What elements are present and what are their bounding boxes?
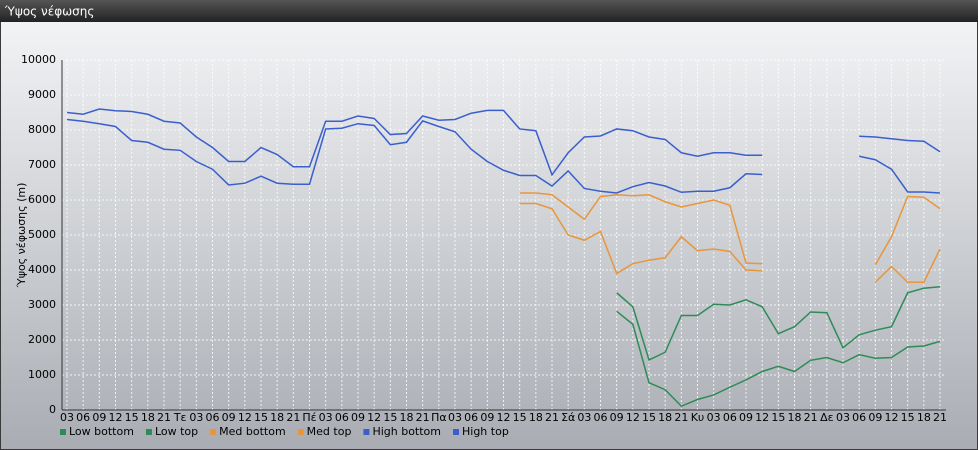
x-tick-label: 09 [868,411,882,424]
x-tick-label: Σά [561,411,575,424]
x-tick-label: 12 [626,411,640,424]
x-tick-label: 15 [901,411,915,424]
x-tick-label: 21 [286,411,300,424]
x-tick-label: 21 [416,411,430,424]
y-tick-label: 2000 [28,333,56,346]
line-series [616,286,941,362]
x-tick-label: 12 [885,411,899,424]
x-tick-label: Πα [431,411,447,424]
legend-swatch [60,429,66,435]
x-tick-label: 03 [577,411,591,424]
x-tick-label: 03 [60,411,74,424]
x-tick-label: 12 [755,411,769,424]
x-tick-label: 06 [206,411,220,424]
legend-swatch [363,429,370,435]
y-tick-label: 1000 [28,368,56,381]
x-tick-label: Δε [820,411,834,424]
x-tick-label: 06 [76,411,90,424]
y-tick-label: 4000 [28,263,56,276]
x-tick-label: 09 [351,411,365,424]
x-tick-label: 15 [771,411,785,424]
x-tick-label: 03 [707,411,721,424]
x-tick-label: 09 [610,411,624,424]
y-tick-label: 6000 [28,193,56,206]
x-tick-label: 18 [917,411,931,424]
x-tick-label: 15 [125,411,139,424]
legend-label: Med top [307,425,352,438]
line-series [66,118,941,194]
x-tick-label: 12 [367,411,381,424]
legend-label: Low bottom [69,425,134,438]
x-tick-label: 21 [674,411,688,424]
x-tick-label: 12 [238,411,252,424]
legend-swatch [453,429,459,435]
legend-swatch [297,429,304,435]
y-tick-label: 8000 [28,123,56,136]
legend-label: Med bottom [219,425,286,438]
x-tick-label: 06 [594,411,608,424]
y-tick-label: 9000 [28,88,56,101]
x-tick-label: 06 [723,411,737,424]
x-tick-label: 09 [739,411,753,424]
y-tick-label: 5000 [28,228,56,241]
x-tick-label: 12 [497,411,511,424]
x-tick-label: Τε [173,411,187,424]
x-tick-label: 09 [92,411,106,424]
x-tick-label: 09 [480,411,494,424]
x-tick-label: 18 [141,411,155,424]
line-series [66,108,941,177]
line-series [616,310,941,408]
line-series [519,202,941,283]
x-tick-label: Κυ [691,411,705,424]
y-tick-label: 10000 [21,53,56,66]
x-tick-label: 15 [513,411,527,424]
x-tick-label: 03 [319,411,333,424]
legend-swatch [145,429,152,435]
x-tick-label: Πέ [302,411,316,424]
x-tick-label: 15 [254,411,268,424]
legend-label: High bottom [372,425,441,438]
x-tick-label: 21 [157,411,171,424]
y-tick-label: 0 [49,403,56,416]
x-tick-label: 03 [836,411,850,424]
x-tick-label: 18 [270,411,284,424]
x-tick-label: 15 [383,411,397,424]
x-tick-label: 06 [335,411,349,424]
window-title: Ύψος νέφωσης [4,5,94,19]
x-tick-label: 06 [852,411,866,424]
x-tick-label: 21 [545,411,559,424]
x-tick-label: 06 [464,411,478,424]
title-bar [0,0,978,22]
y-tick-label: 3000 [28,298,56,311]
x-tick-label: 18 [400,411,414,424]
x-tick-label: 03 [448,411,462,424]
x-tick-label: 18 [529,411,543,424]
x-tick-label: 21 [804,411,818,424]
y-tick-label: 7000 [28,158,56,171]
legend-label: High top [462,425,509,438]
x-tick-label: 15 [642,411,656,424]
x-tick-label: 03 [189,411,203,424]
line-series [519,192,941,266]
x-tick-label: 09 [222,411,236,424]
x-tick-label: 12 [109,411,123,424]
x-tick-label: 18 [788,411,802,424]
x-tick-label: 21 [933,411,947,424]
legend-swatch [210,429,217,435]
y-axis-label: Ύψος νέφωσης (m) [15,183,28,289]
legend-label: Low top [155,425,198,438]
x-tick-label: 18 [658,411,672,424]
